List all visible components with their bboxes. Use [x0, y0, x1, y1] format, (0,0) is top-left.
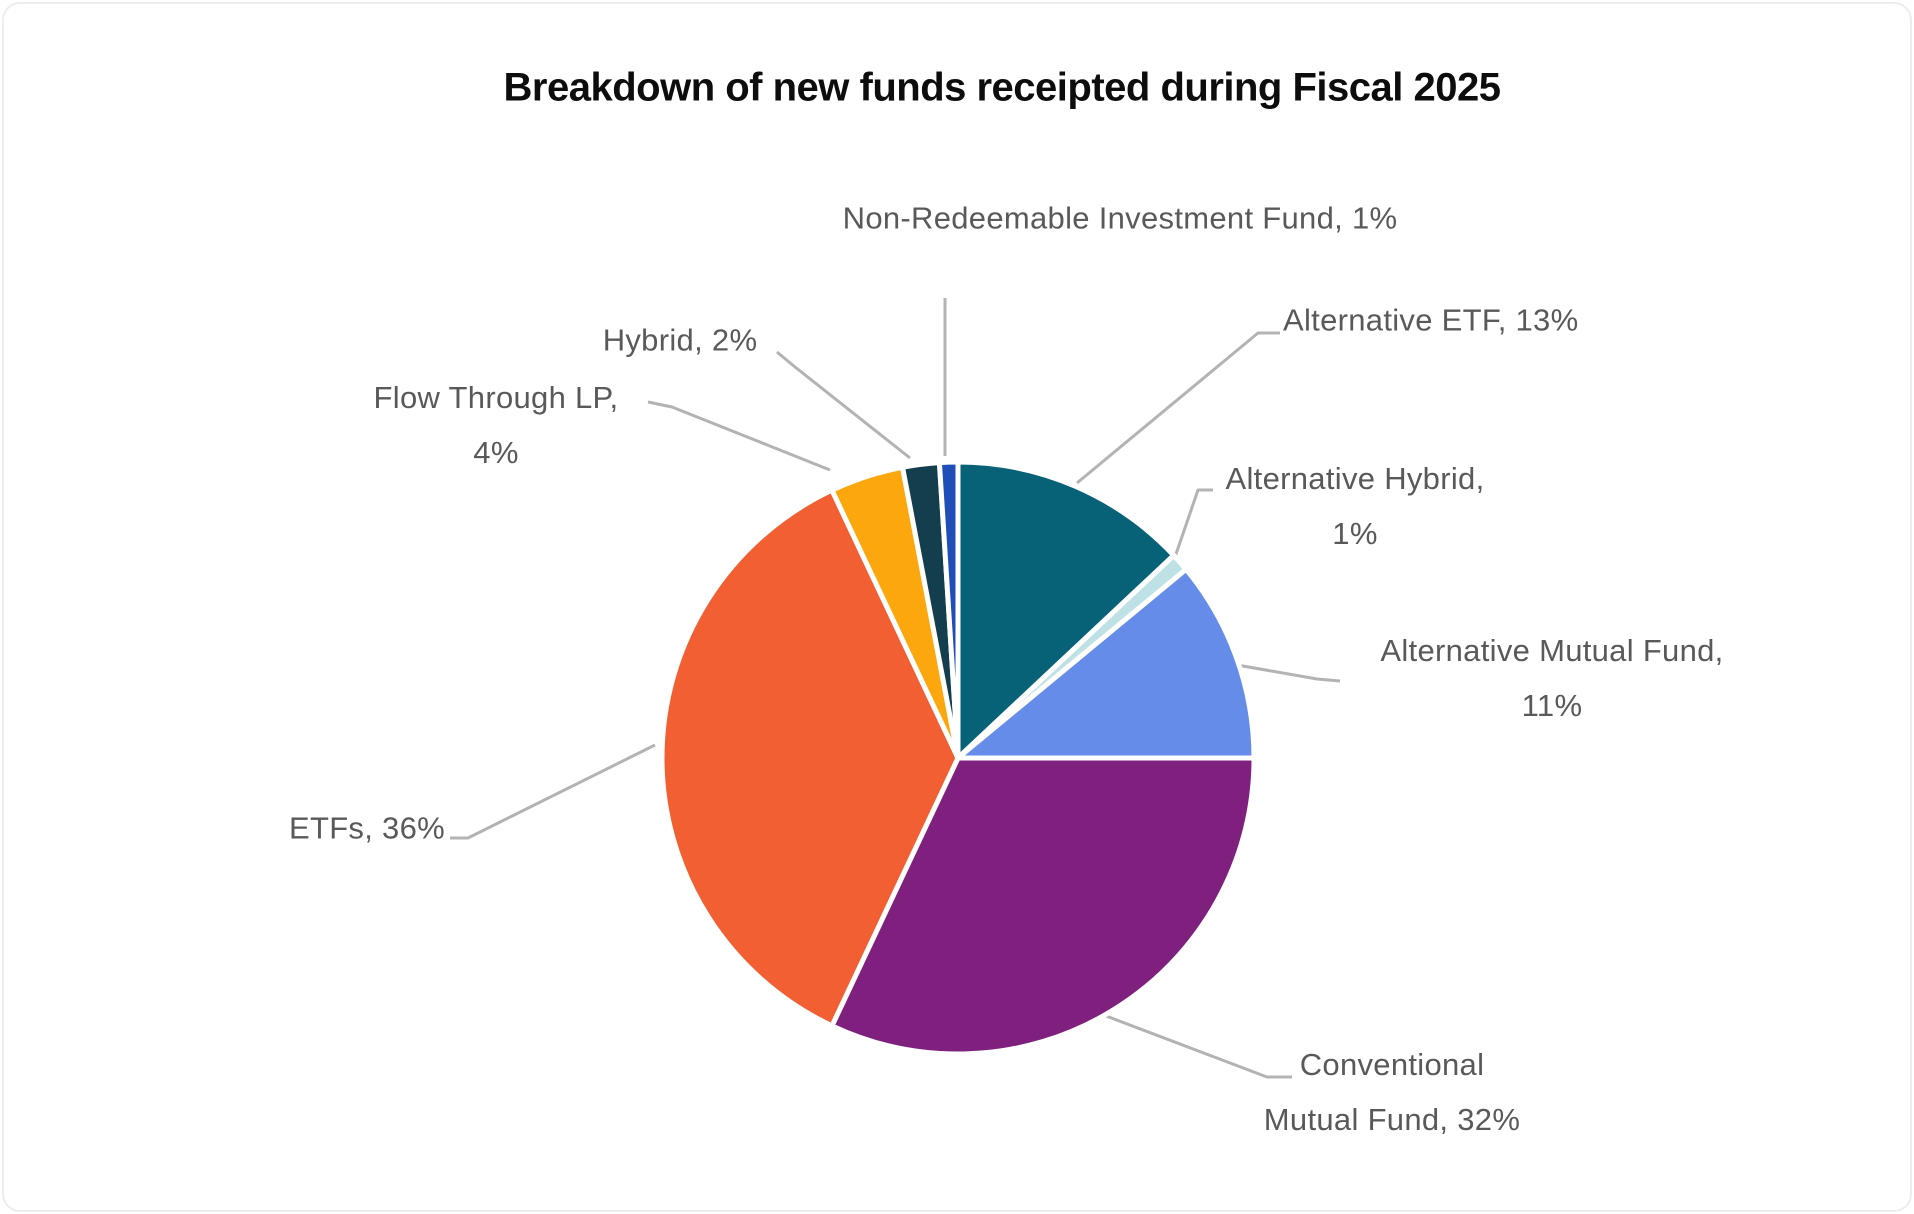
pie-slice-etfs	[659, 487, 961, 1029]
label-line: Alternative Hybrid,	[1225, 461, 1485, 496]
label-line: 1%	[1332, 516, 1378, 551]
pie-slices	[659, 459, 1257, 1057]
slice-label-etfs: ETFs, 36%	[289, 801, 445, 856]
leader-line-conventional-mutual-fund	[1084, 1006, 1292, 1079]
label-line: ETFs, 36%	[288, 810, 446, 846]
label-line: Non-Redeemable Investment Fund, 1%	[842, 200, 1398, 236]
leader-line-etfs	[450, 743, 656, 840]
leader-lines	[450, 298, 1341, 1079]
label-line: Alternative ETF, 13%	[1283, 302, 1579, 338]
chart-title: Breakdown of new funds receipted during …	[503, 65, 1501, 110]
leader-line-flow-through-lp	[647, 400, 831, 472]
slice-label-alternative-etf: Alternative ETF, 13%	[1283, 293, 1578, 348]
pie-slice-alternative-mutual-fund	[955, 566, 1257, 761]
label-line: 4%	[473, 435, 519, 470]
leader-line-alternative-hybrid	[1173, 488, 1213, 558]
slice-label-alternative-hybrid: Alternative Hybrid, 1%	[1226, 451, 1485, 561]
pie-slice-non-redeemable-investment-fund	[936, 459, 961, 761]
label-line: Flow Through LP,	[373, 380, 619, 415]
slice-label-hybrid: Hybrid, 2%	[603, 313, 758, 368]
leader-line-alternative-etf	[1076, 331, 1280, 485]
leader-line-hybrid	[776, 350, 911, 460]
label-line: Hybrid, 2%	[602, 322, 758, 358]
slice-label-conventional-mutual-fund: Conventional Mutual Fund, 32%	[1264, 1037, 1520, 1147]
slice-label-flow-through-lp: Flow Through LP, 4%	[374, 370, 619, 480]
label-line: 11%	[1521, 688, 1583, 723]
pie-slice-conventional-mutual-fund	[829, 755, 1257, 1057]
slice-label-alternative-mutual-fund: Alternative Mutual Fund, 11%	[1380, 623, 1723, 733]
label-line: Alternative Mutual Fund,	[1380, 633, 1724, 668]
slice-label-non-redeemable-investment-fund: Non-Redeemable Investment Fund, 1%	[843, 191, 1398, 246]
pie-slice-alternative-etf	[955, 459, 1177, 761]
label-line: Mutual Fund, 32%	[1263, 1102, 1521, 1137]
label-line: Conventional	[1299, 1047, 1485, 1082]
